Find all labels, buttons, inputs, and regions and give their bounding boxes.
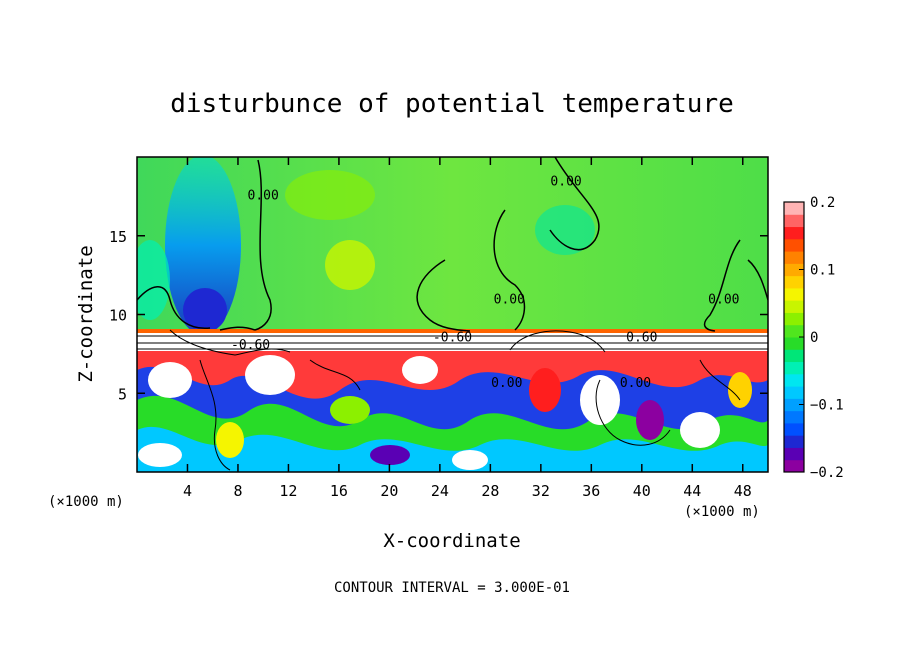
colorbar-swatch bbox=[784, 312, 804, 326]
colorbar-swatch bbox=[784, 214, 804, 228]
x-tick-label: 16 bbox=[330, 482, 348, 500]
x-axis: 4 8 12 16 20 24 28 32 36 40 44 48 bbox=[183, 157, 752, 500]
lower-turbulent-field bbox=[137, 351, 768, 472]
colorbar-swatch bbox=[784, 386, 804, 399]
x-tick-label: 24 bbox=[431, 482, 449, 500]
contour-label: 0.60 bbox=[626, 330, 657, 345]
colorbar-swatch bbox=[784, 324, 804, 338]
chart-title: disturbunce of potential temperature bbox=[170, 89, 734, 119]
contour-label: 0.00 bbox=[620, 376, 651, 391]
colorbar: 0.2 0.1 0 −0.1 −0.2 bbox=[783, 195, 844, 481]
colorbar-swatch bbox=[784, 398, 804, 412]
y-tick-label: 10 bbox=[109, 307, 127, 325]
colorbar-swatch bbox=[784, 459, 804, 473]
x-tick-label: 40 bbox=[633, 482, 651, 500]
x-tick-label: 4 bbox=[183, 482, 192, 500]
contour-label: 0.00 bbox=[491, 376, 522, 391]
upper-layer-field bbox=[137, 157, 768, 332]
contour-lines bbox=[137, 157, 768, 332]
colorbar-swatch bbox=[784, 349, 804, 363]
contour-label: 0.00 bbox=[550, 174, 581, 189]
contour-label: 0.00 bbox=[248, 189, 279, 204]
colorbar-tick-label: −0.2 bbox=[810, 465, 844, 481]
x-tick-label: 32 bbox=[532, 482, 550, 500]
x-tick-label: 8 bbox=[233, 482, 242, 500]
colorbar-tick-label: 0.1 bbox=[810, 263, 835, 279]
inversion-gap bbox=[137, 333, 768, 351]
x-tick-label: 28 bbox=[481, 482, 499, 500]
cool-anomaly-patch bbox=[137, 240, 170, 320]
colorbar-tick-label: 0 bbox=[810, 330, 818, 346]
cold-anomaly-core bbox=[183, 288, 227, 332]
x-tick-label: 44 bbox=[683, 482, 701, 500]
contour-lines-lower bbox=[169, 329, 741, 471]
colorbar-swatch bbox=[784, 275, 804, 289]
inversion-band bbox=[137, 329, 768, 333]
colorbar-swatch bbox=[784, 202, 804, 215]
y-tick-label: 15 bbox=[109, 228, 127, 246]
contour-label: 0.00 bbox=[708, 292, 739, 307]
warm-anomaly-patch bbox=[285, 170, 375, 220]
x-tick-label: 20 bbox=[380, 482, 398, 500]
colorbar-swatch bbox=[784, 373, 804, 387]
colorbar-swatch bbox=[784, 337, 804, 350]
x-tick-label: 36 bbox=[582, 482, 600, 500]
x-unit-right: (×1000 m) bbox=[684, 504, 760, 520]
plot-area: 0.00 0.00 0.00 0.00 0.00 0.00 -0.60 0.60 -0.60 bbox=[137, 157, 768, 472]
colorbar-swatch bbox=[784, 422, 804, 436]
contour-label: -0.60 bbox=[433, 330, 472, 345]
x-axis-label: X-coordinate bbox=[383, 530, 520, 552]
contour-value-labels: 0.00 0.00 0.00 0.00 0.00 0.00 -0.60 0.60 -0.60 bbox=[231, 174, 739, 391]
y-tick-label: 5 bbox=[118, 385, 127, 403]
colorbar-swatch bbox=[784, 361, 804, 375]
colorbar-swatch bbox=[784, 238, 804, 252]
colorbar-swatch bbox=[784, 300, 804, 313]
warm-anomaly-patch bbox=[325, 240, 375, 290]
colorbar-swatch bbox=[784, 435, 804, 448]
colorbar-tick-label: 0.2 bbox=[810, 195, 835, 211]
contour-label: -0.60 bbox=[231, 338, 270, 353]
colorbar-swatch bbox=[784, 226, 804, 240]
colorbar-swatch bbox=[784, 251, 804, 264]
colorbar-swatch bbox=[784, 447, 804, 461]
colorbar-tick-label: −0.1 bbox=[810, 398, 844, 414]
y-axis: 5 10 15 bbox=[109, 228, 768, 403]
cold-anomaly-core bbox=[165, 157, 241, 335]
x-unit-left: (×1000 m) bbox=[48, 494, 124, 510]
cool-anomaly-patch bbox=[535, 205, 595, 255]
colorbar-swatch bbox=[784, 410, 804, 424]
x-tick-label: 12 bbox=[279, 482, 297, 500]
y-axis-label: Z-coordinate bbox=[75, 245, 97, 382]
colorbar-swatch bbox=[784, 263, 804, 277]
x-tick-label: 48 bbox=[734, 482, 752, 500]
contour-label: 0.00 bbox=[494, 292, 525, 307]
contour-interval-note: CONTOUR INTERVAL = 3.000E-01 bbox=[334, 580, 570, 596]
colorbar-swatch bbox=[784, 287, 804, 301]
